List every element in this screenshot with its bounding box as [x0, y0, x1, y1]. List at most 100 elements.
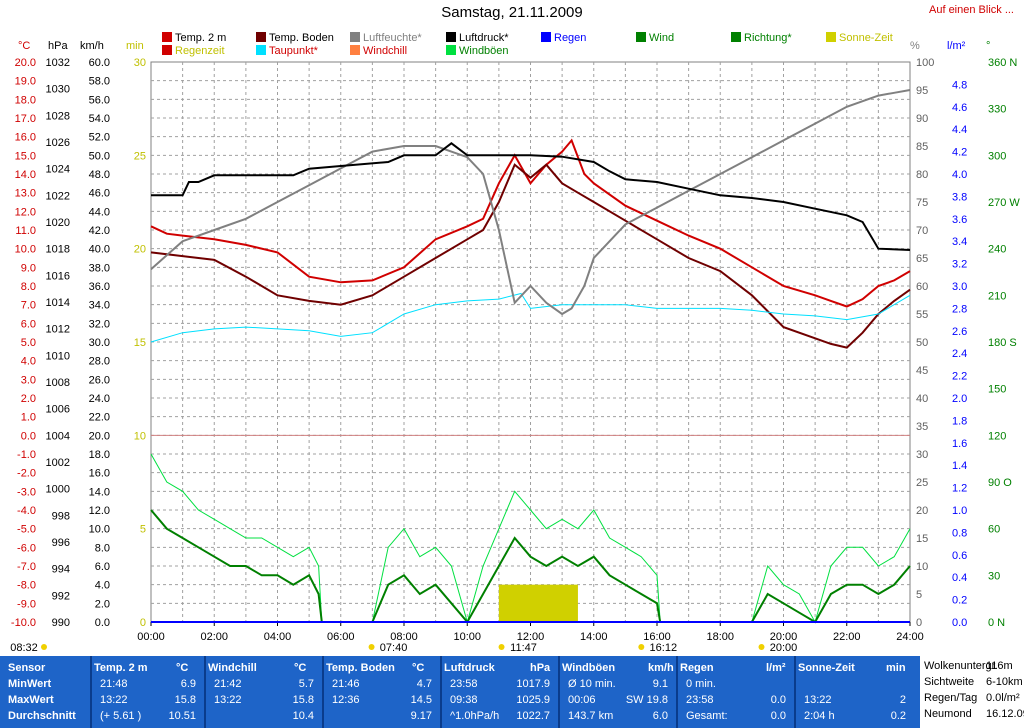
temp-tick: 5.0: [21, 337, 36, 349]
x-tick: 12:00: [517, 631, 545, 643]
legend-swatch: [636, 32, 646, 42]
wind-tick: 42.0: [89, 225, 110, 237]
cloud-info-label: Wolkenuntergr.: [924, 660, 998, 672]
rain-tick: 3.2: [952, 259, 967, 271]
temp-tick: -7.0: [17, 561, 36, 573]
footer-time: 12:36: [332, 694, 360, 706]
footer-time: 09:38: [450, 694, 478, 706]
legend-item: Sonne-Zeit: [826, 32, 893, 44]
pressure-tick: 1022: [46, 190, 70, 202]
minutes-tick: 15: [134, 337, 146, 349]
temp-tick: 10.0: [15, 244, 36, 256]
humidity-tick: 70: [916, 225, 928, 237]
x-tick: 24:00: [896, 631, 924, 643]
pressure-tick: 1032: [46, 57, 70, 69]
wind-tick: 2.0: [95, 598, 110, 610]
cloud-info-label: Regen/Tag: [924, 692, 978, 704]
legend-item: Temp. 2 m: [162, 32, 226, 44]
rain-tick: 2.2: [952, 371, 967, 383]
footer-time: 21:46: [332, 678, 360, 690]
wind-tick: 8.0: [95, 542, 110, 554]
temp-tick: 3.0: [21, 374, 36, 386]
temp-tick: 7.0: [21, 300, 36, 312]
wind-tick: 46.0: [89, 188, 110, 200]
time-marker-label: 07:40: [380, 642, 408, 654]
pressure-tick: 1012: [46, 324, 70, 336]
unit-temp: °C: [18, 40, 31, 52]
legend-label: Richtung*: [744, 32, 792, 44]
humidity-tick: 60: [916, 281, 928, 293]
direction-tick: 300: [988, 150, 1006, 162]
x-tick: 22:00: [833, 631, 861, 643]
x-tick: 14:00: [580, 631, 608, 643]
temp-tick: 0.0: [21, 430, 36, 442]
footer-value: 10.4: [292, 710, 314, 722]
footer-time: 13:22: [214, 694, 242, 706]
temp-tick: -5.0: [17, 524, 36, 536]
temp-tick: 6.0: [21, 318, 36, 330]
footer-row-label: Durchschnitt: [8, 710, 76, 722]
rain-tick: 1.2: [952, 483, 967, 495]
humidity-tick: 55: [916, 309, 928, 321]
overview-link[interactable]: Auf einen Blick ...: [929, 4, 1014, 16]
wind-tick: 36.0: [89, 281, 110, 293]
footer-time: Ø 10 min.: [568, 678, 616, 690]
humidity-tick: 65: [916, 253, 928, 265]
footer-time: 23:58: [686, 694, 714, 706]
humidity-tick: 20: [916, 505, 928, 517]
footer-value: 10.51: [168, 710, 196, 722]
minutes-tick: 20: [134, 244, 146, 256]
wind-tick: 12.0: [89, 505, 110, 517]
wind-tick: 14.0: [89, 486, 110, 498]
rain-tick: 3.8: [952, 191, 967, 203]
footer-head: Temp. 2 m: [94, 662, 148, 674]
footer-separator: [558, 656, 560, 728]
humidity-tick: 90: [916, 113, 928, 125]
wind-tick: 40.0: [89, 244, 110, 256]
temp-tick: 12.0: [15, 206, 36, 218]
legend-label: Temp. 2 m: [175, 32, 227, 44]
rain-tick: 0.2: [952, 595, 967, 607]
sun-marker-dot: [498, 644, 505, 650]
minutes-tick: 5: [140, 524, 146, 536]
time-marker-label: 16:12: [650, 642, 678, 654]
x-tick: 02:00: [200, 631, 228, 643]
direction-tick: 240: [988, 244, 1006, 256]
temp-tick: -6.0: [17, 542, 36, 554]
legend-swatch: [350, 32, 360, 42]
humidity-tick: 85: [916, 141, 928, 153]
footer-value: 6.0: [652, 710, 668, 722]
footer-head: Luftdruck: [444, 662, 495, 674]
direction-tick: 150: [988, 384, 1006, 396]
rain-tick: 0.0: [952, 617, 967, 629]
wind-tick: 28.0: [89, 356, 110, 368]
weather-chart: -10.0 -9.0 -8.0 -7.0 -6.0 -5.0 -4.0 -3.0 -2.0 -1.…: [10, 57, 1020, 654]
minutes-tick: 10: [134, 430, 146, 442]
wind-tick: 58.0: [89, 76, 110, 88]
pressure-tick: 1020: [46, 217, 70, 229]
wind-tick: 22.0: [89, 412, 110, 424]
temp-tick: -3.0: [17, 486, 36, 498]
legend-swatch: [541, 32, 551, 42]
direction-tick: 30: [988, 570, 1000, 582]
footer-separator: [322, 656, 324, 728]
legend-item: Windböen: [446, 45, 509, 57]
cloud-info-row: Sichtweite 6-10km: [924, 676, 1023, 688]
series-line: [151, 142, 911, 251]
footer-value: 15.8: [174, 694, 196, 706]
wind-tick: 16.0: [89, 468, 110, 480]
rain-tick: 3.6: [952, 214, 967, 226]
rain-tick: 2.4: [952, 348, 967, 360]
wind-tick: 38.0: [89, 262, 110, 274]
series-line: [150, 292, 911, 343]
wind-tick: 4.0: [95, 580, 110, 592]
footer-head: Regen: [680, 662, 714, 674]
footer-row-label: MaxWert: [8, 694, 54, 706]
minutes-tick: 0: [140, 617, 146, 629]
cloud-info-value: 16.12.09: [986, 708, 1024, 720]
humidity-tick: 100: [916, 57, 934, 69]
temp-tick: 19.0: [15, 76, 36, 88]
direction-tick: 270 W: [988, 197, 1020, 209]
cloud-info-value: 116m: [986, 660, 1013, 672]
direction-tick: 330: [988, 104, 1006, 116]
